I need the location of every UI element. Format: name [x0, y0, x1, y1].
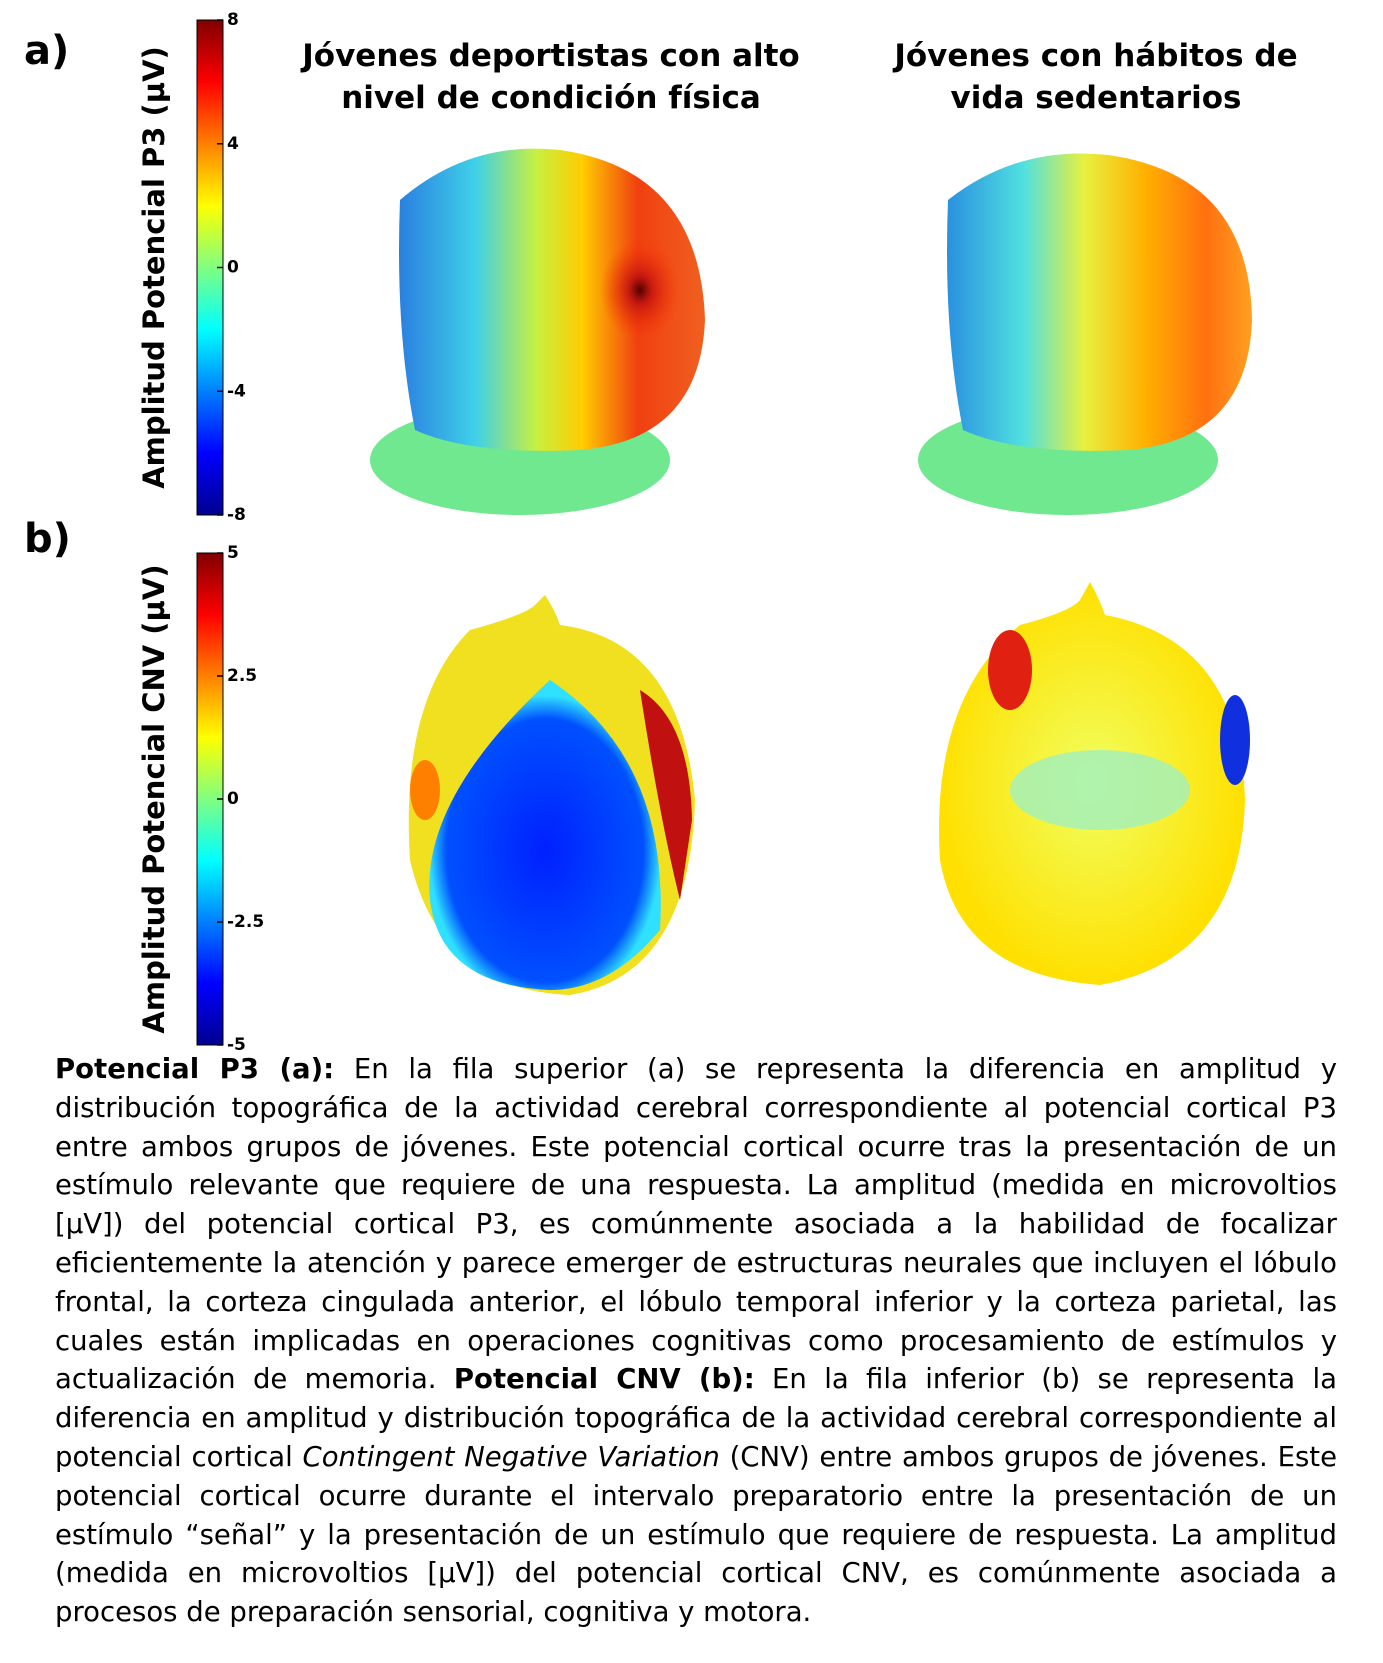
colorbar-tick-label: -4	[227, 381, 246, 401]
column-title: Jóvenes deportistas con alto	[300, 38, 799, 74]
colorbar-tick-label: 2.5	[227, 666, 257, 686]
column-title: vida sedentarios	[951, 80, 1242, 116]
colorbar-tick-label: 5	[227, 543, 239, 563]
panel-label: b)	[24, 516, 71, 562]
panel-label: a)	[24, 28, 69, 74]
colorbar-label: Amplitud Potencial CNV (µV)	[137, 564, 171, 1033]
head-a-right	[918, 153, 1252, 515]
caption: Potencial P3 (a): En la fila superior (a…	[55, 1050, 1337, 1632]
colorbar-label: Amplitud Potencial P3 (µV)	[137, 46, 171, 489]
figure: a) Amplitud Potencial P3 (µV) 8 4 0 -4 -8 b) Amp…	[24, 10, 1298, 1050]
caption-text: (CNV) entre ambos grupos de jóvenes. Est…	[55, 1440, 1337, 1629]
colorbar-tick-label: 4	[227, 134, 239, 154]
colorbar-tick-label: 0	[227, 789, 239, 809]
caption-heading: Potencial CNV (b):	[453, 1363, 755, 1396]
caption-italic: Contingent Negative Variation	[302, 1440, 720, 1473]
colorbar-tick-label: -8	[227, 505, 246, 525]
colorbar-tick-label: 0	[227, 258, 239, 278]
colorbar-tick-label: -2.5	[227, 912, 264, 932]
head-b-right	[939, 582, 1250, 985]
caption-text: En la fila superior (a) se representa la…	[55, 1053, 1337, 1396]
caption-text: En la fila inferior (b) se representa la…	[55, 1363, 1337, 1473]
head-a-left	[370, 148, 705, 515]
colorbar-tick-label: -5	[227, 1035, 246, 1050]
column-title: nivel de condición física	[341, 80, 761, 116]
caption-heading: Potencial P3 (a):	[55, 1053, 335, 1085]
colorbar-tick-label: 8	[227, 10, 239, 30]
column-title: Jóvenes con hábitos de	[892, 38, 1297, 74]
head-b-left	[408, 595, 695, 995]
